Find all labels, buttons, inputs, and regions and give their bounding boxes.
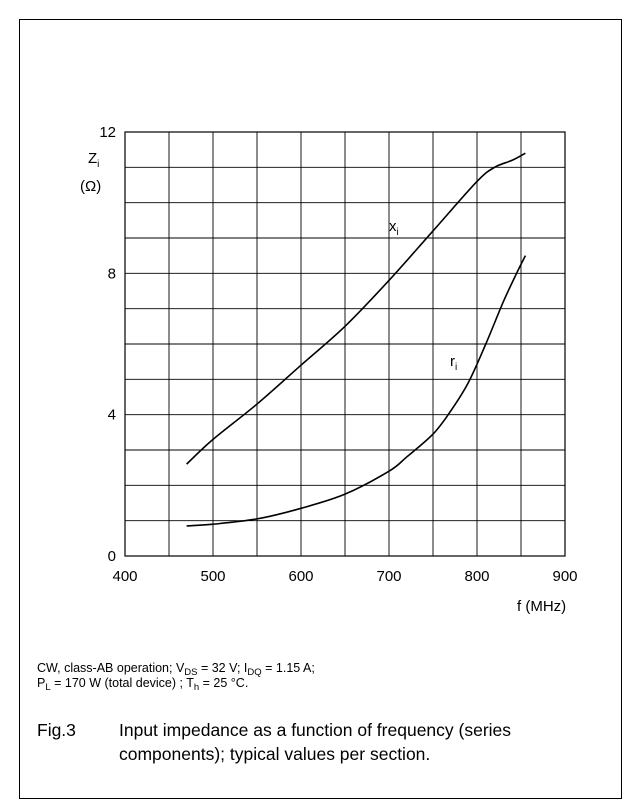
x-tick-label: 400 — [112, 568, 137, 585]
measurement-conditions: CW, class-AB operation; VDS = 32 V; IDQ … — [37, 661, 315, 693]
y-axis-unit: (Ω) — [80, 178, 101, 195]
figure-frame — [19, 19, 622, 799]
y-axis-label: Zi — [88, 150, 99, 170]
axis-tick-labels: 400 500 600 700 800 900 0 4 8 12 — [99, 124, 577, 585]
conditions-line-1: CW, class-AB operation; VDS = 32 V; IDQ … — [37, 661, 315, 678]
x-tick-label: 900 — [552, 568, 577, 585]
chart-grid — [125, 132, 565, 556]
x-axis-label: f (MHz) — [517, 598, 566, 615]
series-label-xi: xi — [389, 218, 399, 238]
x-tick-label: 600 — [288, 568, 313, 585]
chart-labels: Zi (Ω) f (MHz) xi ri — [80, 150, 566, 615]
y-tick-label: 12 — [99, 124, 116, 141]
plot-area-border — [124, 131, 566, 557]
series-line-ri — [186, 255, 527, 527]
chart-series — [186, 152, 527, 527]
y-tick-label: 4 — [108, 407, 116, 424]
impedance-chart: 400 500 600 700 800 900 0 4 8 12 Zi (Ω) f (MHz) xi ri — [80, 124, 578, 615]
x-tick-label: 700 — [376, 568, 401, 585]
x-tick-label: 800 — [464, 568, 489, 585]
conditions-line-2: PL = 170 W (total device) ; Th = 25 °C. — [37, 676, 249, 693]
x-tick-label: 500 — [200, 568, 225, 585]
y-tick-label: 8 — [108, 265, 116, 282]
series-line-xi — [186, 152, 526, 465]
y-tick-label: 0 — [108, 548, 116, 565]
figure-number: Fig.3 — [37, 720, 76, 740]
series-label-ri: ri — [450, 353, 457, 373]
figure-caption-text: Input impedance as a function of frequen… — [119, 720, 512, 764]
